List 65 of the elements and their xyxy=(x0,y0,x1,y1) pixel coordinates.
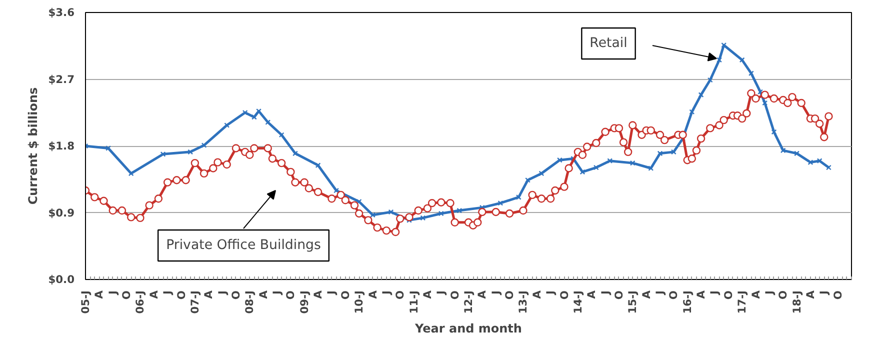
x-tick-label: 15-J xyxy=(626,290,640,314)
x-tick-label: J xyxy=(708,290,722,296)
x-tick-label: A xyxy=(256,290,270,299)
x-tick-label: 09-J xyxy=(298,290,311,314)
x-tick-label: J xyxy=(598,290,612,296)
annotation: Retail xyxy=(590,36,628,51)
y-tick-label: $0.0 xyxy=(48,273,75,286)
x-tick-label: 08-J xyxy=(243,290,256,314)
x-tick-label: J xyxy=(161,290,174,296)
x-tick-label: 07-J xyxy=(188,290,202,314)
x-tick-label: A xyxy=(476,290,489,299)
x-tick-label: J xyxy=(654,290,666,296)
x-tick-label: A xyxy=(694,290,708,299)
x-tick-label: O xyxy=(338,290,352,300)
x-tick-label: A xyxy=(202,290,216,299)
y-tick-label: $1.8 xyxy=(48,140,75,152)
x-tick-label: 05-J xyxy=(79,290,92,314)
x-tick-label: A xyxy=(749,290,762,299)
x-axis-title: Year and month xyxy=(414,322,522,336)
x-tick-label: 14-J xyxy=(571,290,584,314)
x-tick-label: J xyxy=(434,290,448,296)
x-tick-label: O xyxy=(667,290,680,300)
x-tick-label: 11-J xyxy=(407,290,420,314)
x-tick-label: O xyxy=(284,290,298,300)
x-tick-label: 17-J xyxy=(736,290,749,314)
x-tick-label: O xyxy=(722,290,735,300)
x-tick-label: O xyxy=(558,290,571,300)
x-tick-label: 10-J xyxy=(352,290,366,314)
y-axis-title: Current $ billions xyxy=(26,87,40,205)
x-tick-label: O xyxy=(831,290,844,300)
x-tick-label: A xyxy=(366,290,380,299)
x-tick-label: 13-J xyxy=(516,290,530,314)
x-tick-label: A xyxy=(92,290,106,299)
x-tick-label: J xyxy=(270,290,284,296)
x-tick-label: J xyxy=(106,290,120,296)
x-tick-label: J xyxy=(325,290,338,296)
x-tick-label: J xyxy=(489,290,502,296)
x-tick-label: J xyxy=(818,290,831,296)
y-tick-label: $3.6 xyxy=(48,6,75,19)
x-tick-label: J xyxy=(544,290,558,296)
x-tick-label: A xyxy=(804,290,817,299)
x-tick-label: O xyxy=(612,290,626,300)
x-tick-label: J xyxy=(216,290,229,296)
x-tick-label: O xyxy=(229,290,242,300)
x-tick-label: J xyxy=(762,290,776,296)
x-tick-label: A xyxy=(147,290,160,299)
x-tick-label: O xyxy=(776,290,790,300)
x-tick-label: O xyxy=(503,290,516,300)
annotation: Private Office Buildings xyxy=(166,238,321,253)
x-tick-label: 18-J xyxy=(790,290,804,314)
y-tick-label: $0.9 xyxy=(48,206,75,220)
x-tick-label: O xyxy=(448,290,462,300)
x-tick-label: 06-J xyxy=(134,290,147,314)
y-tick-label: $2.7 xyxy=(48,72,75,86)
x-tick-label: A xyxy=(585,290,598,299)
x-tick-label: O xyxy=(394,290,407,300)
x-tick-label: 12-J xyxy=(462,290,475,314)
x-tick-label: A xyxy=(420,290,434,299)
x-tick-label: 16-J xyxy=(680,290,694,314)
x-tick-label: A xyxy=(530,290,544,299)
x-tick-label: O xyxy=(120,290,134,300)
x-tick-label: A xyxy=(640,290,653,299)
x-tick-label: J xyxy=(380,290,393,296)
x-tick-label: A xyxy=(312,290,325,299)
x-tick-label: O xyxy=(174,290,188,300)
